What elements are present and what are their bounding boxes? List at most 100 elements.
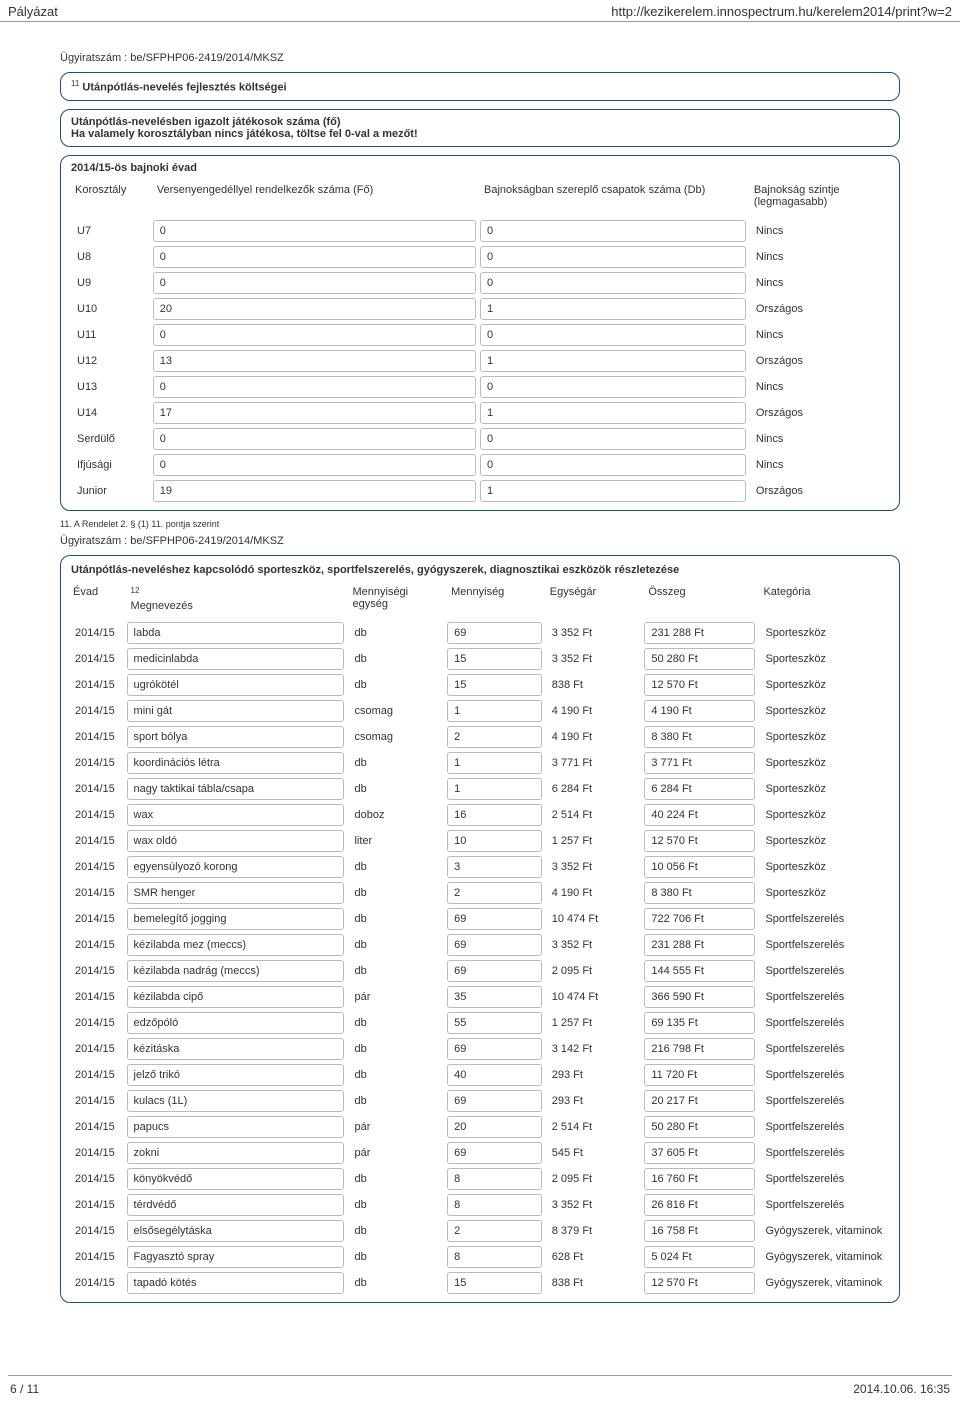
quantity-input[interactable]: 10 — [447, 830, 542, 852]
total-input[interactable]: 12 570 Ft — [644, 674, 755, 696]
quantity-input[interactable]: 55 — [447, 1012, 542, 1034]
total-input[interactable]: 50 280 Ft — [644, 1116, 755, 1138]
total-input[interactable]: 722 706 Ft — [644, 908, 755, 930]
total-input[interactable]: 3 771 Ft — [644, 752, 755, 774]
item-name-input[interactable]: mini gát — [127, 700, 345, 722]
item-name-input[interactable]: medicinlabda — [127, 648, 345, 670]
total-input[interactable]: 8 380 Ft — [644, 726, 755, 748]
item-name-input[interactable]: kézilabda nadrág (meccs) — [127, 960, 345, 982]
total-input[interactable]: 20 217 Ft — [644, 1090, 755, 1112]
licensed-count-input[interactable]: 0 — [153, 324, 476, 346]
total-input[interactable]: 366 590 Ft — [644, 986, 755, 1008]
teams-count-input[interactable]: 0 — [480, 324, 746, 346]
item-name-input[interactable]: nagy taktikai tábla/csapa — [127, 778, 345, 800]
teams-count-input[interactable]: 0 — [480, 272, 746, 294]
item-name-input[interactable]: papucs — [127, 1116, 345, 1138]
teams-count-input[interactable]: 0 — [480, 428, 746, 450]
item-name-input[interactable]: sport bólya — [127, 726, 345, 748]
quantity-input[interactable]: 69 — [447, 1090, 542, 1112]
item-name-input[interactable]: jelző trikó — [127, 1064, 345, 1086]
item-name-input[interactable]: labda — [127, 622, 345, 644]
total-input[interactable]: 231 288 Ft — [644, 934, 755, 956]
licensed-count-input[interactable]: 0 — [153, 220, 476, 242]
total-input[interactable]: 26 816 Ft — [644, 1194, 755, 1216]
quantity-input[interactable]: 2 — [447, 882, 542, 904]
item-name-input[interactable]: egyensúlyozó korong — [127, 856, 345, 878]
total-input[interactable]: 231 288 Ft — [644, 622, 755, 644]
licensed-count-input[interactable]: 0 — [153, 272, 476, 294]
total-input[interactable]: 16 760 Ft — [644, 1168, 755, 1190]
licensed-count-input[interactable]: 19 — [153, 480, 476, 502]
teams-count-input[interactable]: 1 — [480, 298, 746, 320]
licensed-count-input[interactable]: 0 — [153, 376, 476, 398]
total-input[interactable]: 5 024 Ft — [644, 1246, 755, 1268]
total-input[interactable]: 37 605 Ft — [644, 1142, 755, 1164]
quantity-input[interactable]: 69 — [447, 960, 542, 982]
item-name-input[interactable]: tapadó kötés — [127, 1272, 345, 1294]
item-name-input[interactable]: elsősegélytáska — [127, 1220, 345, 1242]
quantity-input[interactable]: 69 — [447, 908, 542, 930]
item-name-input[interactable]: zokni — [127, 1142, 345, 1164]
quantity-input[interactable]: 1 — [447, 778, 542, 800]
quantity-input[interactable]: 35 — [447, 986, 542, 1008]
item-name-input[interactable]: Fagyasztó spray — [127, 1246, 345, 1268]
licensed-count-input[interactable]: 17 — [153, 402, 476, 424]
teams-count-input[interactable]: 1 — [480, 402, 746, 424]
quantity-input[interactable]: 69 — [447, 622, 542, 644]
quantity-input[interactable]: 15 — [447, 674, 542, 696]
item-name-input[interactable]: kézitáska — [127, 1038, 345, 1060]
licensed-count-input[interactable]: 0 — [153, 428, 476, 450]
total-input[interactable]: 16 758 Ft — [644, 1220, 755, 1242]
item-name-input[interactable]: ugrókötél — [127, 674, 345, 696]
quantity-input[interactable]: 8 — [447, 1194, 542, 1216]
item-name-input[interactable]: wax — [127, 804, 345, 826]
item-name-input[interactable]: wax oldó — [127, 830, 345, 852]
item-name-input[interactable]: edzőpóló — [127, 1012, 345, 1034]
total-input[interactable]: 69 135 Ft — [644, 1012, 755, 1034]
total-input[interactable]: 11 720 Ft — [644, 1064, 755, 1086]
teams-count-input[interactable]: 1 — [480, 350, 746, 372]
item-name-input[interactable]: koordinációs létra — [127, 752, 345, 774]
quantity-input[interactable]: 40 — [447, 1064, 542, 1086]
quantity-input[interactable]: 69 — [447, 1142, 542, 1164]
total-input[interactable]: 12 570 Ft — [644, 1272, 755, 1294]
quantity-input[interactable]: 3 — [447, 856, 542, 878]
total-input[interactable]: 50 280 Ft — [644, 648, 755, 670]
quantity-input[interactable]: 69 — [447, 934, 542, 956]
quantity-input[interactable]: 8 — [447, 1246, 542, 1268]
total-input[interactable]: 216 798 Ft — [644, 1038, 755, 1060]
quantity-input[interactable]: 8 — [447, 1168, 542, 1190]
quantity-input[interactable]: 16 — [447, 804, 542, 826]
licensed-count-input[interactable]: 13 — [153, 350, 476, 372]
quantity-input[interactable]: 15 — [447, 648, 542, 670]
total-input[interactable]: 8 380 Ft — [644, 882, 755, 904]
quantity-input[interactable]: 1 — [447, 752, 542, 774]
teams-count-input[interactable]: 0 — [480, 246, 746, 268]
licensed-count-input[interactable]: 20 — [153, 298, 476, 320]
quantity-input[interactable]: 2 — [447, 1220, 542, 1242]
teams-count-input[interactable]: 1 — [480, 480, 746, 502]
total-input[interactable]: 6 284 Ft — [644, 778, 755, 800]
teams-count-input[interactable]: 0 — [480, 220, 746, 242]
quantity-input[interactable]: 2 — [447, 726, 542, 748]
quantity-input[interactable]: 20 — [447, 1116, 542, 1138]
licensed-count-input[interactable]: 0 — [153, 454, 476, 476]
item-name-input[interactable]: kézilabda mez (meccs) — [127, 934, 345, 956]
total-input[interactable]: 144 555 Ft — [644, 960, 755, 982]
quantity-input[interactable]: 15 — [447, 1272, 542, 1294]
item-name-input[interactable]: kulacs (1L) — [127, 1090, 345, 1112]
quantity-input[interactable]: 1 — [447, 700, 542, 722]
item-name-input[interactable]: bemelegítő jogging — [127, 908, 345, 930]
total-input[interactable]: 4 190 Ft — [644, 700, 755, 722]
teams-count-input[interactable]: 0 — [480, 454, 746, 476]
item-name-input[interactable]: kézilabda cipő — [127, 986, 345, 1008]
licensed-count-input[interactable]: 0 — [153, 246, 476, 268]
item-name-input[interactable]: könyökvédő — [127, 1168, 345, 1190]
total-input[interactable]: 12 570 Ft — [644, 830, 755, 852]
teams-count-input[interactable]: 0 — [480, 376, 746, 398]
quantity-input[interactable]: 69 — [447, 1038, 542, 1060]
total-input[interactable]: 10 056 Ft — [644, 856, 755, 878]
item-name-input[interactable]: térdvédő — [127, 1194, 345, 1216]
item-name-input[interactable]: SMR henger — [127, 882, 345, 904]
total-input[interactable]: 40 224 Ft — [644, 804, 755, 826]
